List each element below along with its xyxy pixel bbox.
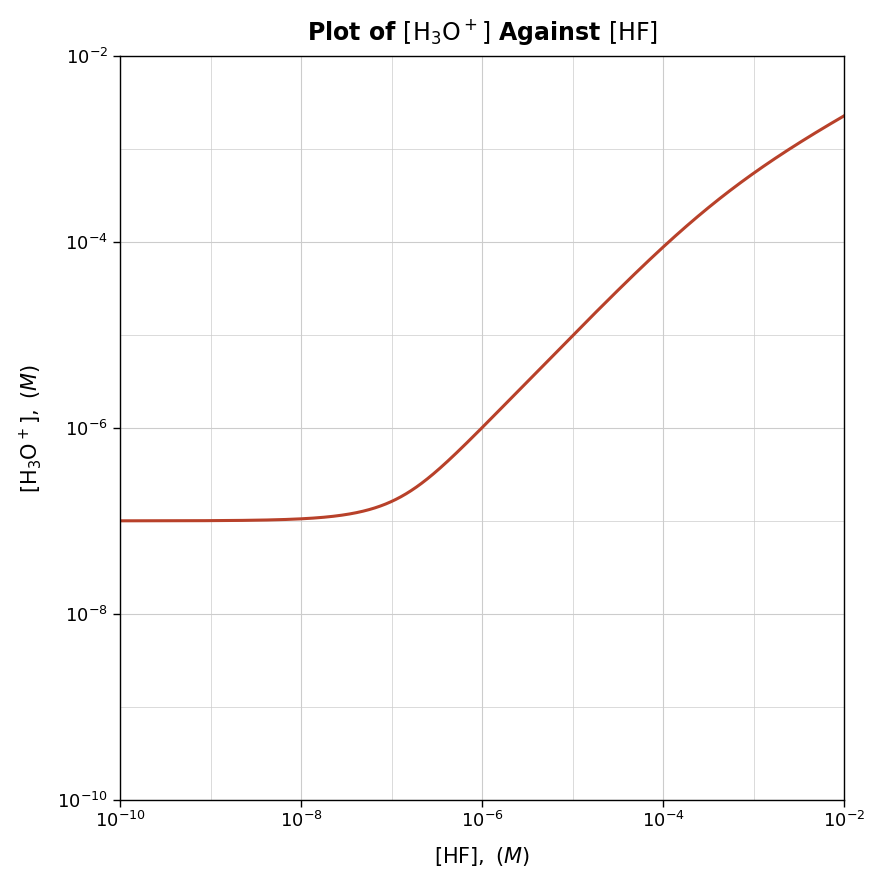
- X-axis label: $[\mathrm{HF}],\ \mathit{(M)}$: $[\mathrm{HF}],\ \mathit{(M)}$: [434, 845, 530, 868]
- Title: Plot of $[\mathrm{H_3O^+}]$ Against $[\mathrm{HF}]$: Plot of $[\mathrm{H_3O^+}]$ Against $[\m…: [307, 17, 658, 47]
- Y-axis label: $[\mathrm{H_3O^+}],\ \mathit{(M)}$: $[\mathrm{H_3O^+}],\ \mathit{(M)}$: [17, 364, 43, 493]
